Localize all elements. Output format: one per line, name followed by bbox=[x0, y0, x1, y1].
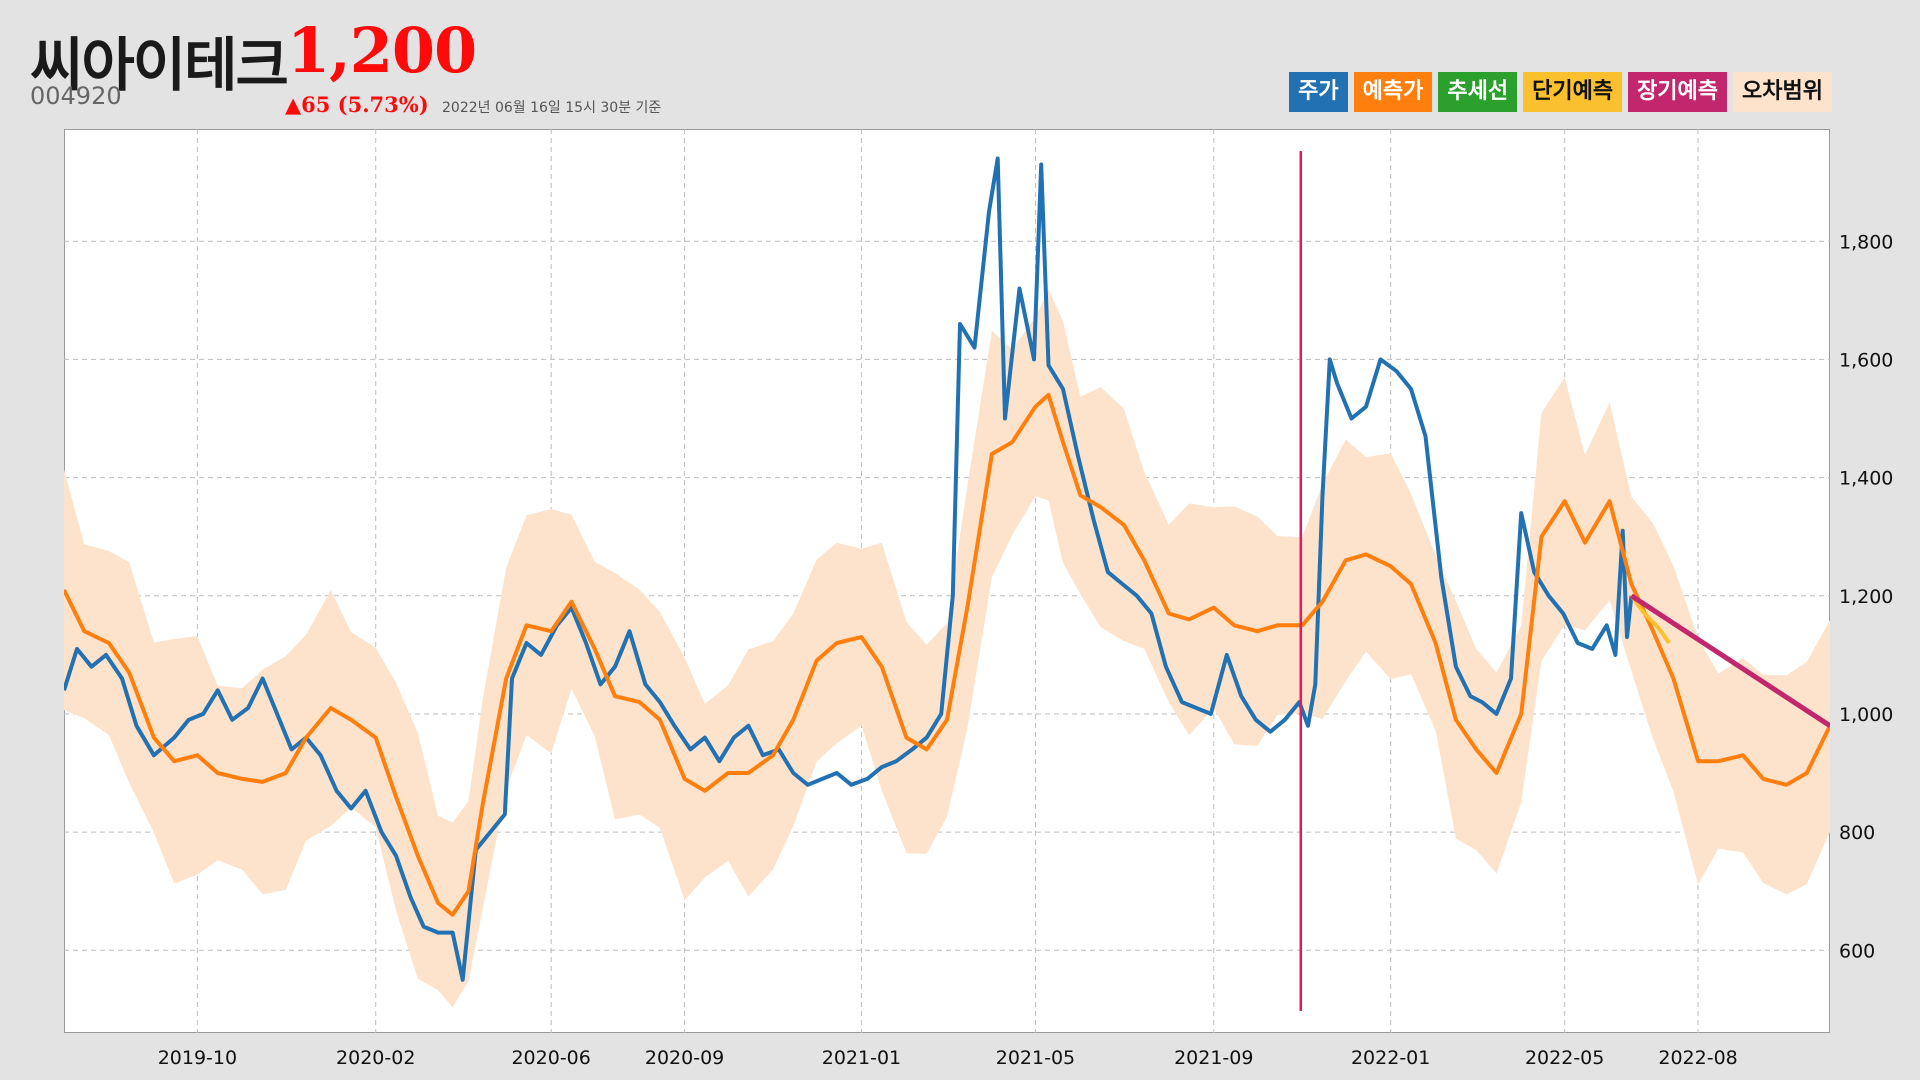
price-change: ▲65 (5.73%) bbox=[285, 92, 429, 117]
x-tick-label: 2021-09 bbox=[1174, 1047, 1253, 1069]
current-price: 1,200 bbox=[287, 14, 477, 87]
x-tick-label: 2022-01 bbox=[1351, 1047, 1430, 1069]
legend: 주가 예측가 추세선 단기예측 장기예측 오차범위 bbox=[1289, 72, 1832, 112]
y-tick-label: 1,200 bbox=[1839, 586, 1893, 608]
legend-item-trendline[interactable]: 추세선 bbox=[1438, 72, 1518, 112]
x-tick-label: 2019-10 bbox=[158, 1047, 237, 1069]
y-tick-label: 1,800 bbox=[1839, 231, 1893, 253]
y-tick-label: 800 bbox=[1839, 822, 1875, 844]
x-tick-label: 2020-06 bbox=[511, 1047, 590, 1069]
y-tick-label: 1,000 bbox=[1839, 704, 1893, 726]
series-line-0 bbox=[64, 156, 1634, 982]
x-tick-label: 2022-08 bbox=[1658, 1047, 1737, 1069]
x-tick-label: 2021-01 bbox=[822, 1047, 901, 1069]
y-tick-label: 1,600 bbox=[1839, 349, 1893, 371]
series-line-2 bbox=[1629, 594, 1671, 645]
stock-name: 씨아이테크 bbox=[30, 31, 289, 99]
x-tick-label: 2021-05 bbox=[996, 1047, 1075, 1069]
legend-item-long-term[interactable]: 장기예측 bbox=[1628, 72, 1728, 112]
legend-item-short-term[interactable]: 단기예측 bbox=[1523, 72, 1623, 112]
x-tick-label: 2020-09 bbox=[645, 1047, 724, 1069]
legend-item-forecast[interactable]: 예측가 bbox=[1353, 72, 1433, 112]
as-of-timestamp: 2022년 06월 16일 15시 30분 기준 bbox=[442, 100, 662, 116]
series-line-1 bbox=[64, 392, 1830, 917]
stock-code: 004920 bbox=[30, 82, 122, 110]
legend-item-error-band[interactable]: 오차범위 bbox=[1733, 72, 1832, 112]
y-tick-label: 1,400 bbox=[1839, 468, 1893, 490]
y-tick-label: 600 bbox=[1839, 940, 1875, 962]
x-tick-label: 2020-02 bbox=[336, 1047, 415, 1069]
x-tick-label: 2022-05 bbox=[1525, 1047, 1604, 1069]
legend-item-price[interactable]: 주가 bbox=[1289, 72, 1348, 112]
series-line-3 bbox=[1630, 593, 1830, 728]
